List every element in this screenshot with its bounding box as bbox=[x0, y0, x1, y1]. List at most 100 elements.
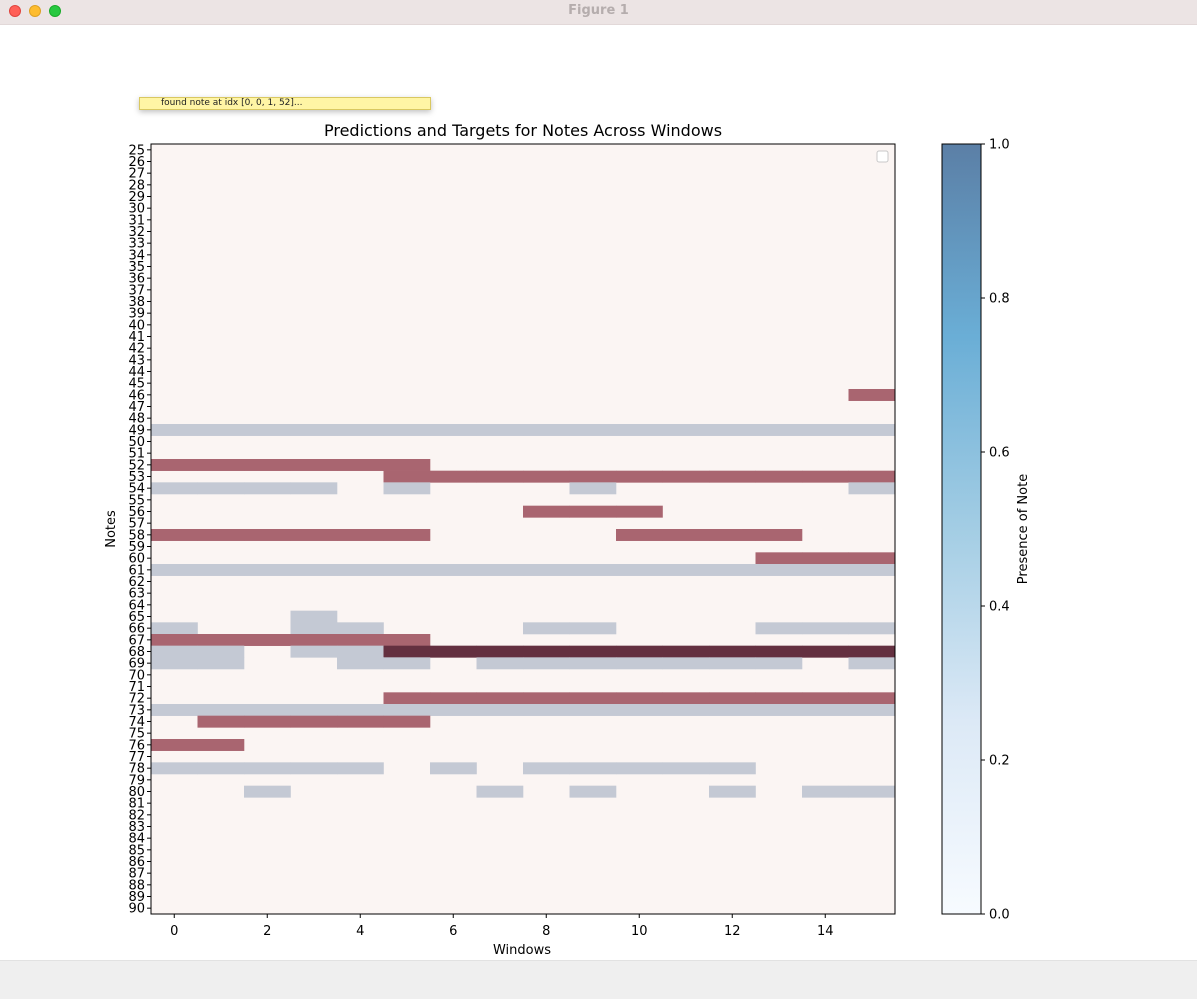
colorbar-axis: 0.0 0.2 0.4 0.6 0.8 1.0 bbox=[981, 138, 1010, 923]
cell-prediction-note-61-window-7 bbox=[476, 564, 524, 576]
maximize-window-button[interactable] bbox=[49, 5, 61, 17]
cell-target-note-58-window-4 bbox=[337, 529, 384, 541]
cell-target-note-52-window-5 bbox=[383, 459, 431, 471]
y-tick-label: 55 bbox=[128, 493, 145, 508]
cell-target-note-67-window-4 bbox=[337, 634, 384, 646]
y-tick-label: 42 bbox=[128, 342, 145, 357]
y-tick-label: 70 bbox=[128, 668, 145, 683]
cell-prediction-note-49-window-12 bbox=[709, 424, 756, 436]
cell-prediction-note-61-window-3 bbox=[290, 564, 338, 576]
x-tick-label: 6 bbox=[449, 924, 457, 939]
close-window-button[interactable] bbox=[9, 5, 21, 17]
y-tick-label: 33 bbox=[128, 237, 145, 252]
y-tick-label: 76 bbox=[128, 738, 145, 753]
cell-prediction-note-73-window-11 bbox=[662, 704, 710, 716]
cell-target-note-58-window-3 bbox=[290, 529, 338, 541]
cell-prediction-note-78-window-4 bbox=[337, 762, 384, 775]
cell-prediction-note-66-window-0 bbox=[151, 622, 198, 635]
cell-prediction-note-66-window-8 bbox=[523, 622, 570, 635]
cell-prediction-note-73-window-9 bbox=[569, 704, 617, 716]
cell-prediction-note-73-window-3 bbox=[290, 704, 338, 716]
cell-prediction-note-68-window-4 bbox=[337, 645, 384, 658]
x-tick-label: 2 bbox=[263, 924, 271, 939]
y-tick-label: 54 bbox=[128, 482, 145, 497]
legend-box[interactable] bbox=[876, 150, 889, 163]
cell-target-note-74-window-4 bbox=[337, 715, 384, 728]
cell-target-note-53-window-15 bbox=[848, 470, 896, 483]
cell-prediction-note-78-window-10 bbox=[616, 762, 663, 775]
colorbar-tick-label: 0.2 bbox=[989, 754, 1010, 769]
cell-prediction-note-66-window-4 bbox=[337, 622, 384, 635]
y-tick-label: 32 bbox=[128, 225, 145, 240]
cell-prediction-note-80-window-9 bbox=[569, 785, 617, 798]
cell-target-note-60-window-15 bbox=[848, 552, 896, 565]
y-tick-label: 43 bbox=[128, 353, 145, 368]
colorbar-tick-label: 1.0 bbox=[989, 138, 1010, 153]
cell-prediction-note-78-window-0 bbox=[151, 762, 198, 775]
cell-prediction-note-61-window-6 bbox=[430, 564, 477, 576]
cell-target-note-58-window-2 bbox=[244, 529, 291, 541]
minimize-window-button[interactable] bbox=[29, 5, 41, 17]
cell-target-note-72-window-10 bbox=[616, 692, 663, 705]
cell-prediction-note-78-window-2 bbox=[244, 762, 291, 775]
cell-target-note-60-window-14 bbox=[802, 552, 849, 565]
cell-overlap-note-68-window-14 bbox=[802, 645, 849, 658]
cell-prediction-note-69-window-4 bbox=[337, 657, 384, 670]
cell-target-note-58-window-1 bbox=[197, 529, 245, 541]
cell-overlap-note-68-window-5 bbox=[383, 645, 431, 658]
chart-title: Predictions and Targets for Notes Across… bbox=[324, 121, 722, 140]
y-tick-label: 74 bbox=[128, 715, 145, 730]
cell-prediction-note-80-window-7 bbox=[476, 785, 524, 798]
y-tick-label: 57 bbox=[128, 517, 145, 532]
cell-prediction-note-69-window-8 bbox=[523, 657, 570, 670]
y-tick-label: 90 bbox=[128, 902, 145, 917]
y-tick-label: 38 bbox=[128, 295, 145, 310]
cell-target-note-58-window-5 bbox=[383, 529, 431, 541]
cell-target-note-53-window-13 bbox=[755, 470, 803, 483]
y-tick-label: 40 bbox=[128, 318, 145, 333]
cell-prediction-note-80-window-2 bbox=[244, 785, 291, 798]
cell-target-note-72-window-15 bbox=[848, 692, 896, 705]
cell-target-note-53-window-12 bbox=[709, 470, 756, 483]
cell-prediction-note-49-window-5 bbox=[383, 424, 431, 436]
y-tick-label: 61 bbox=[128, 563, 145, 578]
cell-prediction-note-49-window-6 bbox=[430, 424, 477, 436]
cell-prediction-note-49-window-15 bbox=[848, 424, 896, 436]
cell-prediction-note-54-window-1 bbox=[197, 482, 245, 495]
x-tick-label: 4 bbox=[356, 924, 364, 939]
cell-prediction-note-73-window-15 bbox=[848, 704, 896, 716]
cell-target-note-76-window-1 bbox=[197, 739, 245, 751]
cell-target-note-67-window-1 bbox=[197, 634, 245, 646]
cell-target-note-74-window-2 bbox=[244, 715, 291, 728]
y-tick-label: 87 bbox=[128, 867, 145, 882]
cell-prediction-note-73-window-7 bbox=[476, 704, 524, 716]
cell-overlap-note-68-window-7 bbox=[476, 645, 524, 658]
cell-overlap-note-68-window-12 bbox=[709, 645, 756, 658]
y-tick-label: 77 bbox=[128, 750, 145, 765]
y-tick-label: 78 bbox=[128, 762, 145, 777]
cell-target-note-72-window-7 bbox=[476, 692, 524, 705]
cell-prediction-note-61-window-1 bbox=[197, 564, 245, 576]
cell-target-note-58-window-12 bbox=[709, 529, 756, 541]
y-tick-label: 51 bbox=[128, 447, 145, 462]
cell-target-note-46-window-15 bbox=[848, 389, 896, 401]
cell-prediction-note-69-window-15 bbox=[848, 657, 896, 670]
cell-prediction-note-73-window-12 bbox=[709, 704, 756, 716]
cell-prediction-note-69-window-9 bbox=[569, 657, 617, 670]
cell-target-note-74-window-5 bbox=[383, 715, 431, 728]
y-tick-label: 62 bbox=[128, 575, 145, 590]
y-tick-label: 69 bbox=[128, 657, 145, 672]
y-tick-label: 35 bbox=[128, 260, 145, 275]
cell-target-note-58-window-0 bbox=[151, 529, 198, 541]
cell-prediction-note-73-window-5 bbox=[383, 704, 431, 716]
y-tick-label: 68 bbox=[128, 645, 145, 660]
cell-prediction-note-69-window-11 bbox=[662, 657, 710, 670]
y-tick-label: 84 bbox=[128, 832, 145, 847]
cell-target-note-53-window-11 bbox=[662, 470, 710, 483]
cell-overlap-note-68-window-11 bbox=[662, 645, 710, 658]
cell-prediction-note-73-window-4 bbox=[337, 704, 384, 716]
cell-prediction-note-49-window-2 bbox=[244, 424, 291, 436]
cell-prediction-note-61-window-4 bbox=[337, 564, 384, 576]
heatmap-cells bbox=[151, 389, 896, 798]
